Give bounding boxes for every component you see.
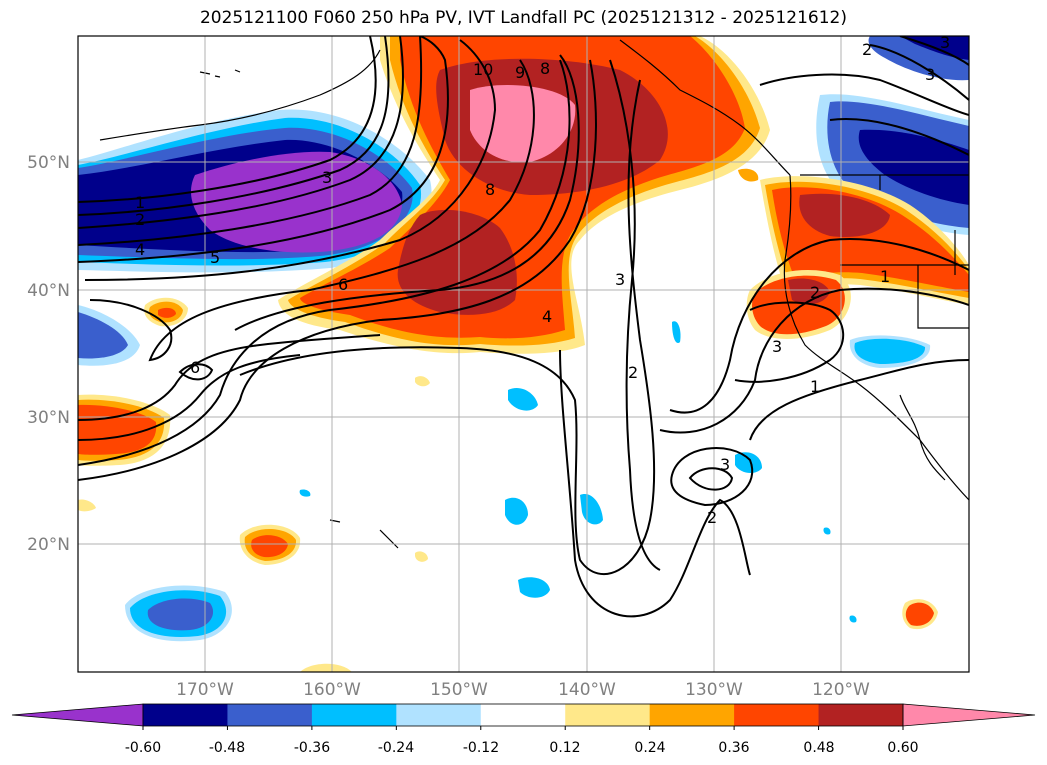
gridlines [78, 36, 969, 672]
colorbar-tick-label: 0.36 [718, 740, 749, 756]
lat-label-50n: 50°N [27, 153, 70, 173]
colorbar-tick-label: -0.24 [378, 740, 414, 756]
colorbar-tick-label: 0.48 [803, 740, 834, 756]
colorbar-segment [565, 704, 651, 726]
contour-label: 3 [615, 270, 625, 289]
colorbar-segment [818, 704, 904, 726]
contour-label: 1 [880, 267, 890, 286]
lon-label-140w: 140°W [558, 680, 616, 700]
colorbar [11, 703, 1036, 730]
colorbar-tick-label: -0.12 [463, 740, 499, 756]
ivt-contours [78, 36, 969, 618]
lat-label-20n: 20°N [27, 535, 70, 555]
colorbar-tick-label: 0.24 [634, 740, 665, 756]
lon-labels: 170°W 160°W 150°W 140°W 130°W 120°W [176, 680, 870, 700]
contour-label: 3 [720, 455, 730, 474]
contour-label: 4 [542, 307, 552, 326]
colorbar-segment [143, 704, 228, 726]
contour-label: 5 [210, 248, 220, 267]
colorbar-tick-label: -0.36 [294, 740, 330, 756]
contour-label: 8 [485, 180, 495, 199]
contour-label: 2 [810, 283, 820, 302]
contour-label: 10 [473, 60, 493, 79]
colorbar-segment [480, 704, 566, 726]
colorbar-extend-max [902, 703, 1036, 727]
contour-labels: 10 9 8 8 1 2 3 4 5 6 6 4 3 2 3 2 3 1 2 3… [135, 33, 950, 527]
contour-label: 1 [810, 377, 820, 396]
contour-label: 6 [338, 275, 348, 294]
lat-labels: 50°N 40°N 30°N 20°N [27, 153, 70, 555]
colorbar-tick-label: 0.12 [549, 740, 580, 756]
contour-label: 3 [772, 337, 782, 356]
pv-negative-field-west-edge [78, 305, 140, 366]
contour-label: 3 [940, 33, 950, 52]
contour-label: 9 [515, 63, 525, 82]
colorbar-segment [649, 704, 735, 726]
colorbar-segment [734, 704, 820, 726]
lon-label-120w: 120°W [812, 680, 870, 700]
lon-label-150w: 150°W [430, 680, 488, 700]
lon-label-160w: 160°W [303, 680, 361, 700]
contour-label: 2 [862, 40, 872, 59]
lon-label-170w: 170°W [176, 680, 234, 700]
contour-label: 4 [135, 240, 145, 259]
colorbar-frame [142, 703, 904, 727]
lat-label-30n: 30°N [27, 408, 70, 428]
pv-negative-field-northeast [816, 36, 969, 235]
contour-label: 3 [925, 65, 935, 84]
lon-label-130w: 130°W [685, 680, 743, 700]
colorbar-ticks: -0.60 -0.48 -0.36 -0.24 -0.12 0.12 0.24 … [125, 740, 919, 756]
contour-label: 2 [135, 210, 145, 229]
colorbar-extend-min [11, 703, 144, 727]
colorbar-tick-label: -0.48 [209, 740, 245, 756]
colorbar-segment [396, 704, 482, 726]
pv-positive-small-patches [78, 297, 938, 672]
contour-label: 8 [540, 59, 550, 78]
contour-label: 2 [628, 363, 638, 382]
colorbar-segment [227, 704, 313, 726]
contour-label: 2 [707, 508, 717, 527]
lat-label-40n: 40°N [27, 281, 70, 301]
coastlines [99, 39, 969, 549]
map-frame [77, 35, 970, 673]
colorbar-tick-label: -0.60 [125, 740, 161, 756]
contour-label: 6 [190, 358, 200, 377]
map-title: 2025121100 F060 250 hPa PV, IVT Landfall… [199, 8, 847, 28]
contour-label: 1 [135, 193, 145, 212]
colorbar-segment [311, 704, 397, 726]
colorbar-tick-label: 0.60 [887, 740, 918, 756]
contour-label: 3 [322, 168, 332, 187]
